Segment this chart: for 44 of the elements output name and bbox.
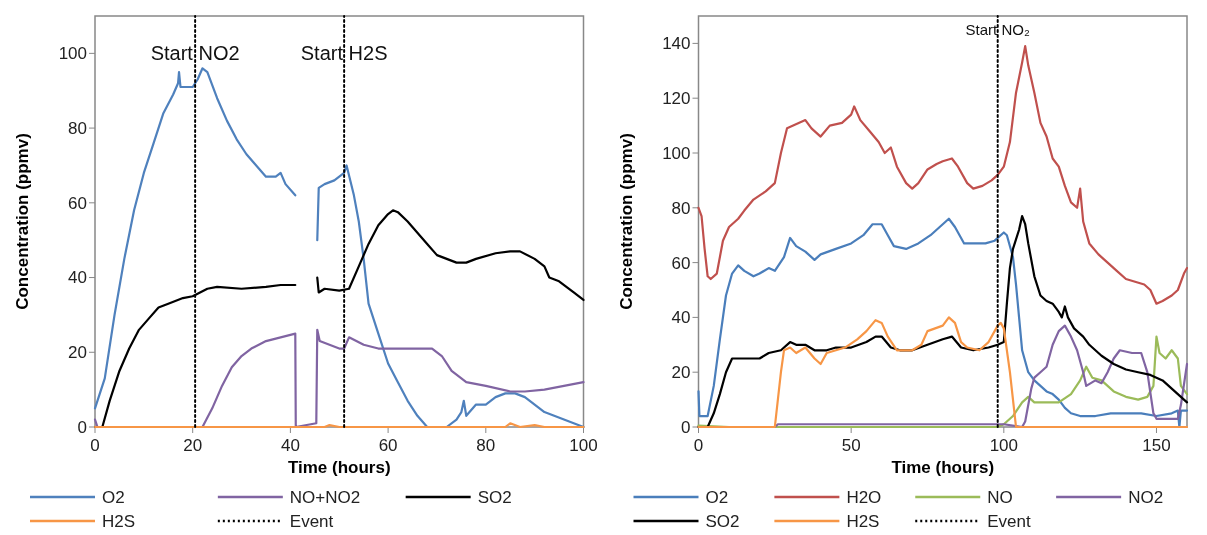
y-tick-label: 100 <box>662 143 691 163</box>
y-tick-label: 0 <box>681 417 691 437</box>
y-tick-label: 140 <box>662 34 691 54</box>
y-tick-label: 80 <box>68 119 87 139</box>
legend-label: O2 <box>705 487 729 507</box>
legend-label: SO2 <box>477 487 512 507</box>
x-tick-label: 0 <box>693 436 704 455</box>
y-tick-label: 40 <box>671 308 691 328</box>
y-tick-label: 120 <box>662 89 691 109</box>
y-tick-label: 80 <box>671 198 691 218</box>
annotation: Start NO₂ <box>965 20 1030 38</box>
y-axis-title: Concentration (ppmv) <box>616 133 636 310</box>
legend-label: NO2 <box>1128 487 1164 507</box>
y-tick-label: 20 <box>68 343 87 363</box>
x-tick-label: 150 <box>1142 436 1171 455</box>
annotation: Start NO2 <box>150 42 240 65</box>
legend-label: NO+NO2 <box>289 487 361 507</box>
x-axis-title: Time (hours) <box>891 458 995 477</box>
x-tick-label: 60 <box>378 436 398 455</box>
x-tick-label: 40 <box>280 436 300 455</box>
legend-label: NO <box>987 487 1013 507</box>
y-tick-label: 40 <box>68 268 87 288</box>
legend-label: Event <box>987 511 1031 531</box>
annotation: Start H2S <box>300 42 388 65</box>
legend-label: H2O <box>846 487 882 507</box>
legend-label: H2S <box>846 511 880 531</box>
legend-label: Event <box>289 511 334 531</box>
x-tick-label: 50 <box>841 436 861 455</box>
x-tick-label: 80 <box>476 436 496 455</box>
y-tick-label: 100 <box>58 44 87 64</box>
y-tick-label: 20 <box>671 363 691 383</box>
y-axis-title: Concentration (ppmv) <box>13 133 32 310</box>
x-tick-label: 20 <box>183 436 203 455</box>
x-tick-label: 100 <box>569 436 598 455</box>
y-tick-label: 60 <box>68 193 87 213</box>
legend-label: O2 <box>102 487 125 507</box>
x-axis-title: Time (hours) <box>287 458 391 477</box>
line-series <box>697 45 1189 305</box>
legend-label: H2S <box>102 511 136 531</box>
y-tick-label: 0 <box>77 417 87 437</box>
y-tick-label: 60 <box>671 253 691 273</box>
x-tick-label: 100 <box>989 436 1018 455</box>
x-tick-label: 0 <box>90 436 100 455</box>
legend-label: SO2 <box>705 511 740 531</box>
